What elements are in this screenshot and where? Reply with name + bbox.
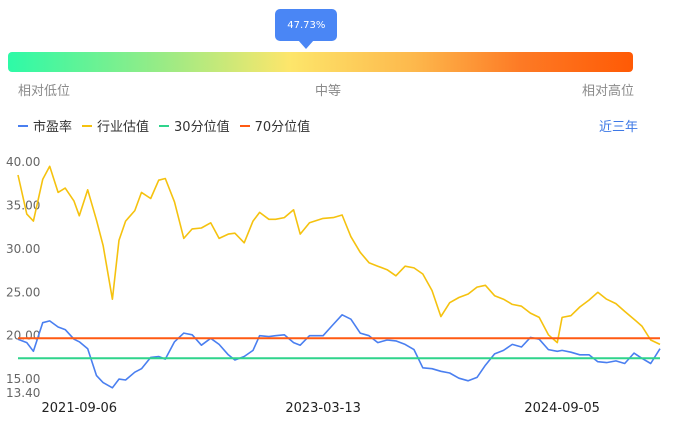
- y-tick-label: 40.00: [6, 155, 40, 169]
- x-tick-label: 2023-03-13: [285, 401, 361, 416]
- y-tick-label: 13.40: [6, 386, 40, 400]
- time-range-selector[interactable]: 近三年: [599, 120, 639, 135]
- series-line-pe: [17, 313, 661, 389]
- x-tick-label: 2021-09-06: [42, 401, 118, 416]
- legend-item-pe[interactable]: 市盈率: [18, 116, 72, 135]
- legend-swatch-industry: [82, 124, 93, 127]
- legend-swatch-pe: [18, 124, 28, 127]
- x-tick-label: 2024-09-05: [524, 401, 600, 416]
- legend-label-p70: 70分位值: [254, 120, 311, 135]
- chart-legend: 市盈率 行业估值 30分位值 70分位值: [18, 116, 320, 135]
- y-tick-label: 15.00: [6, 372, 40, 386]
- legend-swatch-p70: [239, 124, 250, 127]
- legend-label-p30: 30分位值: [174, 120, 230, 135]
- scale-mid-label: 中等: [315, 84, 342, 99]
- scale-low-label: 相对低位: [18, 84, 71, 99]
- legend-label-pe: 市盈率: [33, 120, 73, 135]
- y-tick-label: 30.00: [6, 242, 40, 256]
- legend-item-p70[interactable]: 70分位值: [239, 116, 311, 135]
- percentile-tooltip: 47.73%: [275, 9, 338, 41]
- legend-item-p30[interactable]: 30分位值: [159, 116, 230, 135]
- legend-label-industry: 行业估值: [97, 120, 150, 135]
- percentile-tooltip-pointer: [298, 40, 315, 49]
- y-tick-label: 35.00: [6, 198, 40, 212]
- legend-swatch-p30: [159, 124, 170, 127]
- scale-high-label: 相对高位: [582, 84, 635, 99]
- y-tick-label: 25.00: [6, 285, 40, 299]
- valuation-gradient-bar: [8, 52, 633, 72]
- legend-item-industry[interactable]: 行业估值: [82, 116, 149, 135]
- percentile-value: 47.73%: [287, 19, 326, 31]
